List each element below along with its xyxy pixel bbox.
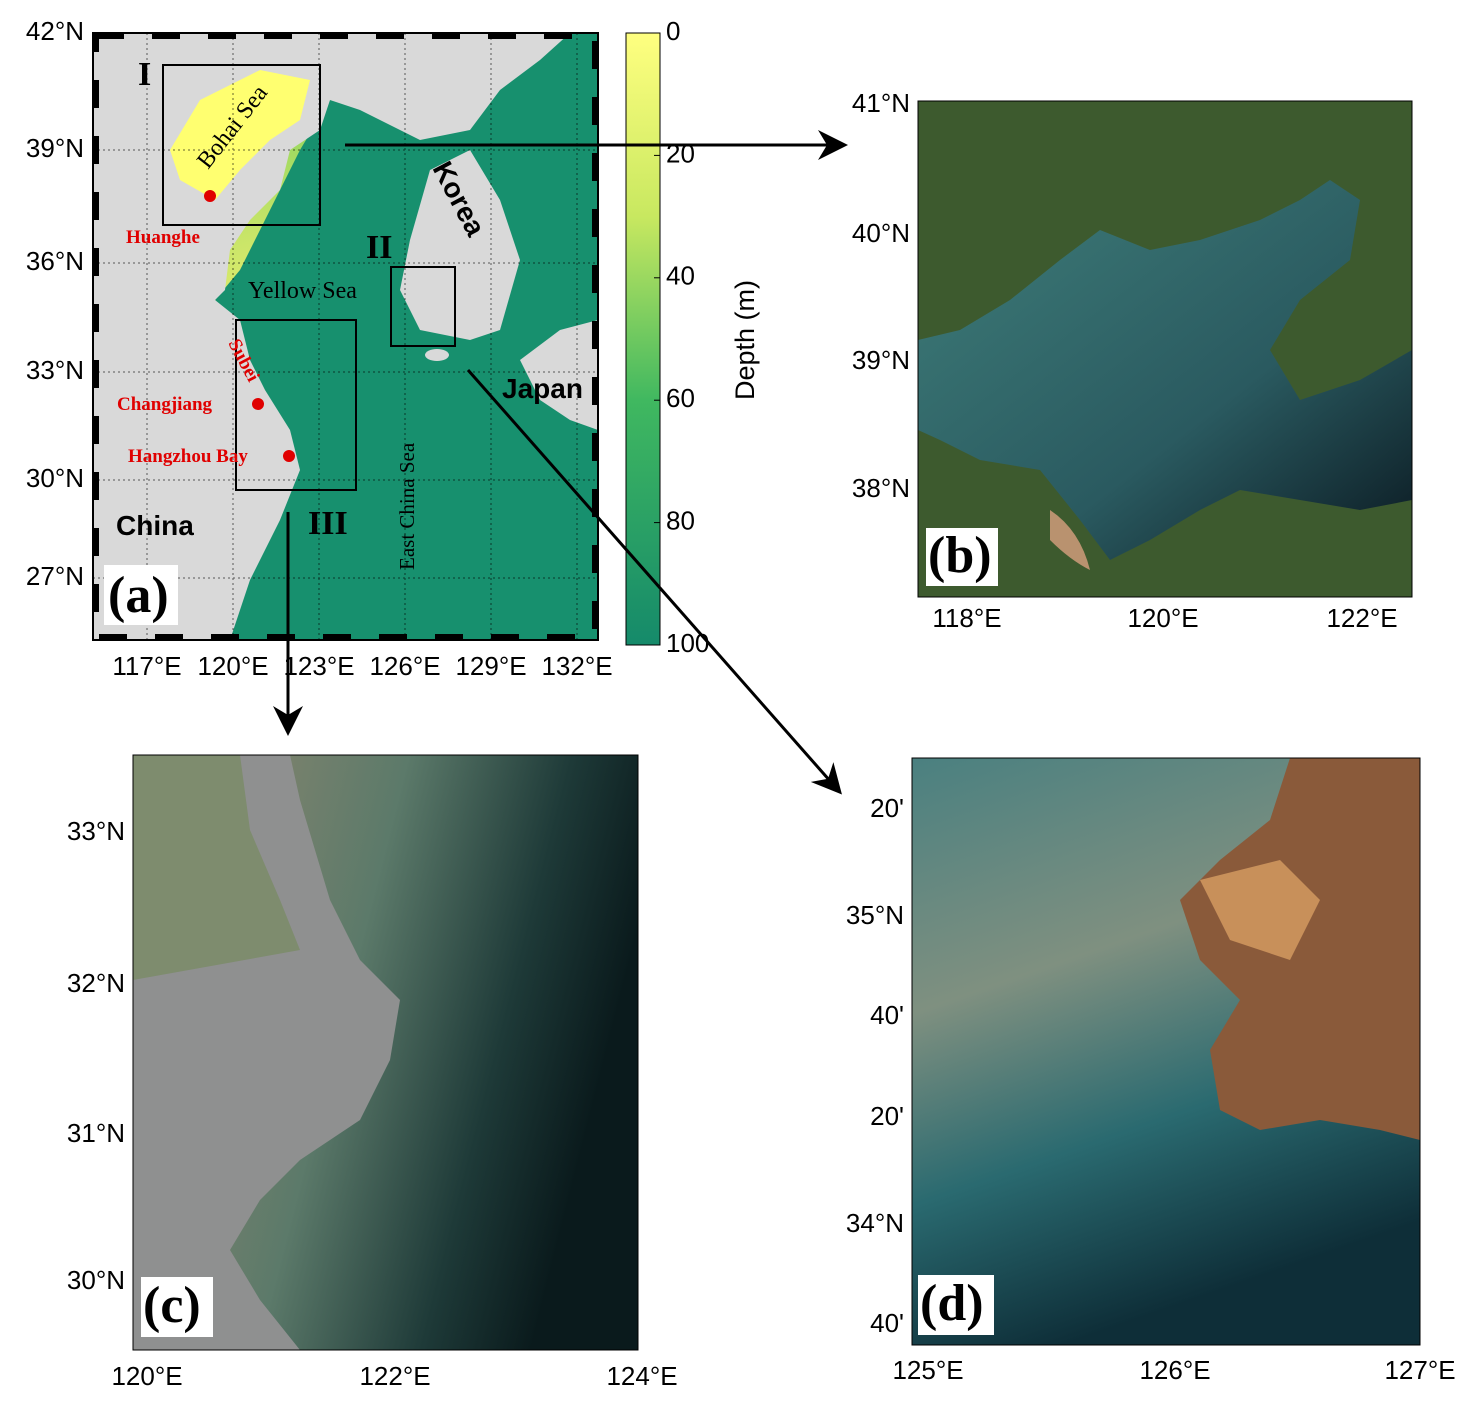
lat-tick-label: 30°N <box>26 463 84 493</box>
land-north <box>133 755 300 980</box>
jeju <box>425 349 449 361</box>
lon-tick-label: 132°E <box>541 651 612 681</box>
lon-tick-label: 122°E <box>1326 603 1397 633</box>
lon-tick-label: 120°E <box>111 1361 182 1391</box>
land-japan <box>520 320 598 430</box>
land-cleared <box>1200 860 1320 960</box>
colorbar-tick-label: 60 <box>666 383 695 413</box>
colorbar-tick-label: 20 <box>666 138 695 168</box>
place-label: Changjiang <box>117 394 213 415</box>
panel-b: (b) <box>917 100 1413 598</box>
panel-label: (c) <box>143 1277 201 1334</box>
lat-tick-label: 34°N <box>846 1208 904 1238</box>
panel-label: (d) <box>920 1275 984 1332</box>
land-korea <box>1180 758 1420 1140</box>
lat-tick-label: 41°N <box>852 88 910 118</box>
country-label: Japan <box>502 373 583 404</box>
region-label: I <box>138 56 151 93</box>
label-box <box>926 528 998 586</box>
lat-tick-label: 38°N <box>852 473 910 503</box>
lat-tick-label: 40' <box>870 1308 904 1338</box>
sea-label: Yellow Sea <box>248 278 357 304</box>
colorbar <box>625 32 661 646</box>
colorbar-tick-label: 100 <box>666 628 709 658</box>
marker-changjiang <box>252 398 264 410</box>
panel-label: (b) <box>928 527 992 584</box>
lat-tick-label: 39°N <box>852 345 910 375</box>
lon-tick-label: 123°E <box>283 651 354 681</box>
frame <box>911 757 1421 1346</box>
frame-checker <box>93 33 598 640</box>
lon-tick-label: 122°E <box>359 1361 430 1391</box>
lon-tick-label: 126°E <box>369 651 440 681</box>
lon-tick-label: 120°E <box>1127 603 1198 633</box>
colorbar-tick-label: 0 <box>666 16 680 46</box>
arrows <box>273 130 848 795</box>
panel-d: (d) <box>911 757 1421 1346</box>
panel-a: I II III Bohai Sea Yellow Sea East China… <box>92 32 760 646</box>
colorbar-title: Depth (m) <box>730 280 760 400</box>
sea <box>918 180 1412 560</box>
lat-tick-label: 36°N <box>26 246 84 276</box>
country-label: China <box>116 510 194 541</box>
region-label: II <box>366 229 392 266</box>
panel-c: (c) <box>132 754 639 1351</box>
sea-label: East China Sea <box>395 442 419 570</box>
land-korea <box>400 150 520 340</box>
colorbar-tick-label: 40 <box>666 261 695 291</box>
place-label: Hangzhou Bay <box>128 446 248 467</box>
lat-tick-label: 40' <box>870 1000 904 1030</box>
lat-tick-label: 39°N <box>26 133 84 163</box>
lat-tick-label: 40°N <box>852 218 910 248</box>
label-box <box>104 565 178 625</box>
lon-tick-label: 126°E <box>1139 1355 1210 1385</box>
panel-label: (a) <box>108 567 169 624</box>
lat-tick-label: 33°N <box>26 355 84 385</box>
graticule <box>93 33 598 640</box>
region-label: III <box>308 505 348 542</box>
label-box <box>141 1277 213 1337</box>
lat-tick-label: 31°N <box>67 1118 125 1148</box>
colorbar-tick-label: 80 <box>666 505 695 535</box>
lon-tick-label: 117°E <box>112 651 181 681</box>
region-boxes <box>162 64 456 491</box>
lat-tick-label: 30°N <box>67 1265 125 1295</box>
lon-tick-label: 120°E <box>197 651 268 681</box>
lat-tick-label: 27°N <box>26 561 84 591</box>
lat-tick-label: 32°N <box>67 968 125 998</box>
marker-hangzhou <box>283 450 295 462</box>
lat-tick-label: 35°N <box>846 900 904 930</box>
lon-tick-label: 125°E <box>892 1355 963 1385</box>
lon-tick-label: 129°E <box>455 651 526 681</box>
lat-tick-label: 33°N <box>67 816 125 846</box>
frame <box>917 100 1413 598</box>
marker-huanghe <box>204 190 216 202</box>
lat-tick-label: 42°N <box>26 16 84 46</box>
lat-tick-label: 20' <box>870 793 904 823</box>
lon-tick-label: 124°E <box>606 1361 677 1391</box>
bohai <box>170 70 310 200</box>
place-label: Huanghe <box>126 227 200 248</box>
lat-tick-label: 20' <box>870 1101 904 1131</box>
label-box <box>918 1275 994 1335</box>
plume <box>1050 510 1090 570</box>
frame <box>132 754 639 1351</box>
lon-tick-label: 127°E <box>1384 1355 1455 1385</box>
lon-tick-label: 118°E <box>932 603 1001 633</box>
